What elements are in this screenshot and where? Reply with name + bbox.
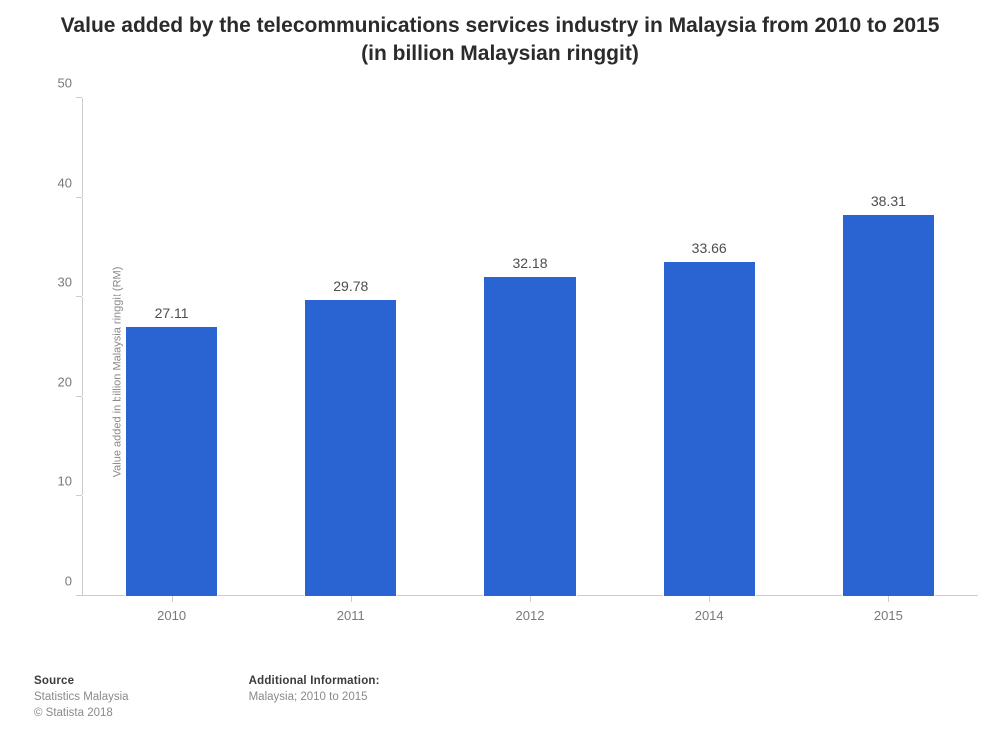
bar[interactable]: 33.66 <box>663 261 756 596</box>
bar-value-label: 38.31 <box>843 193 934 215</box>
bar[interactable]: 32.18 <box>483 276 576 597</box>
footer-source: Source Statistics Malaysia © Statista 20… <box>34 675 129 721</box>
plot-area: 0102030405027.11201029.78201132.18201233… <box>82 98 978 596</box>
footer-info: Additional Information: Malaysia; 2010 t… <box>249 675 380 721</box>
y-tick-label: 50 <box>58 76 82 91</box>
bar-value-label: 27.11 <box>126 305 217 327</box>
bar-slot: 29.782011 <box>261 98 440 596</box>
x-tick <box>172 596 173 602</box>
x-tick <box>888 596 889 602</box>
bar[interactable]: 38.31 <box>842 214 935 596</box>
bar-value-label: 33.66 <box>664 240 755 262</box>
bar-slot: 32.182012 <box>440 98 619 596</box>
y-tick-label: 0 <box>65 574 82 589</box>
bar[interactable]: 29.78 <box>304 299 397 596</box>
y-tick-label: 20 <box>58 374 82 389</box>
chart-area: Value added in billion Malaysia ringgit … <box>0 92 1000 652</box>
y-tick-label: 30 <box>58 275 82 290</box>
footer-source-line1: Statistics Malaysia <box>34 689 129 705</box>
footer-info-line1: Malaysia; 2010 to 2015 <box>249 689 380 705</box>
y-tick-label: 40 <box>58 175 82 190</box>
footer-source-head: Source <box>34 675 129 687</box>
footer-source-line2: © Statista 2018 <box>34 705 129 721</box>
bar-slot: 27.112010 <box>82 98 261 596</box>
footer-info-head: Additional Information: <box>249 675 380 687</box>
x-tick <box>530 596 531 602</box>
x-tick <box>351 596 352 602</box>
chart-footer: Source Statistics Malaysia © Statista 20… <box>34 675 966 721</box>
bar-value-label: 32.18 <box>484 255 575 277</box>
bar-value-label: 29.78 <box>305 278 396 300</box>
chart-title: Value added by the telecommunications se… <box>0 0 1000 69</box>
bar-slot: 38.312015 <box>799 98 978 596</box>
bar-slot: 33.662014 <box>620 98 799 596</box>
bar[interactable]: 27.11 <box>125 326 218 596</box>
y-tick-label: 10 <box>58 474 82 489</box>
x-tick <box>709 596 710 602</box>
